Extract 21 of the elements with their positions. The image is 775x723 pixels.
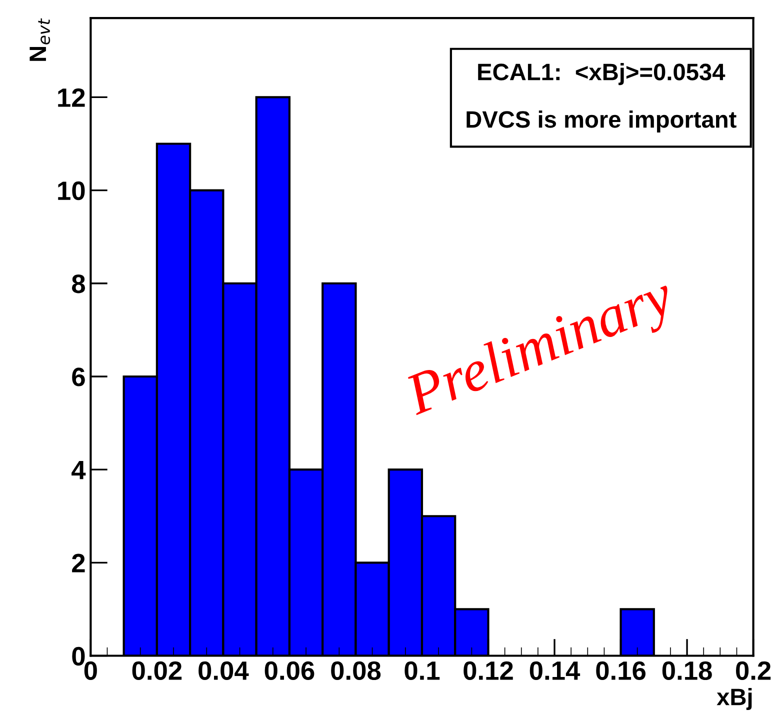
x-tick-label: 0.06 [264, 661, 314, 680]
x-tick-label: 0.02 [132, 661, 182, 680]
y-tick-label: 0 [72, 646, 85, 666]
annotation: DVCS is more important [466, 110, 736, 133]
y-tick-label: 12 [58, 88, 85, 107]
x-tick-label: 0.08 [331, 661, 381, 680]
x-tick-label: 0.12 [464, 661, 513, 680]
x-tick-label: 0.1 [404, 661, 440, 680]
x-tick-label: 0.14 [530, 661, 580, 680]
y-tick-label: 10 [58, 181, 85, 200]
y-tick-label: 8 [72, 274, 86, 294]
y-tick-label: 2 [72, 554, 85, 572]
y-tick-label: 4 [72, 460, 86, 480]
annotation: ECAL1: <xBj>=0.0534 [478, 63, 726, 86]
x-tick-label: 0.04 [198, 661, 249, 680]
y-tick-label: 6 [72, 368, 85, 386]
x-tick-label: 0.18 [662, 661, 712, 680]
x-tick-label: 0.2 [736, 661, 771, 680]
x-tick-label: 0.16 [596, 661, 646, 680]
y-axis-title: N$_{evt}$ [30, 18, 50, 61]
x-axis-title: xBj [716, 688, 752, 710]
